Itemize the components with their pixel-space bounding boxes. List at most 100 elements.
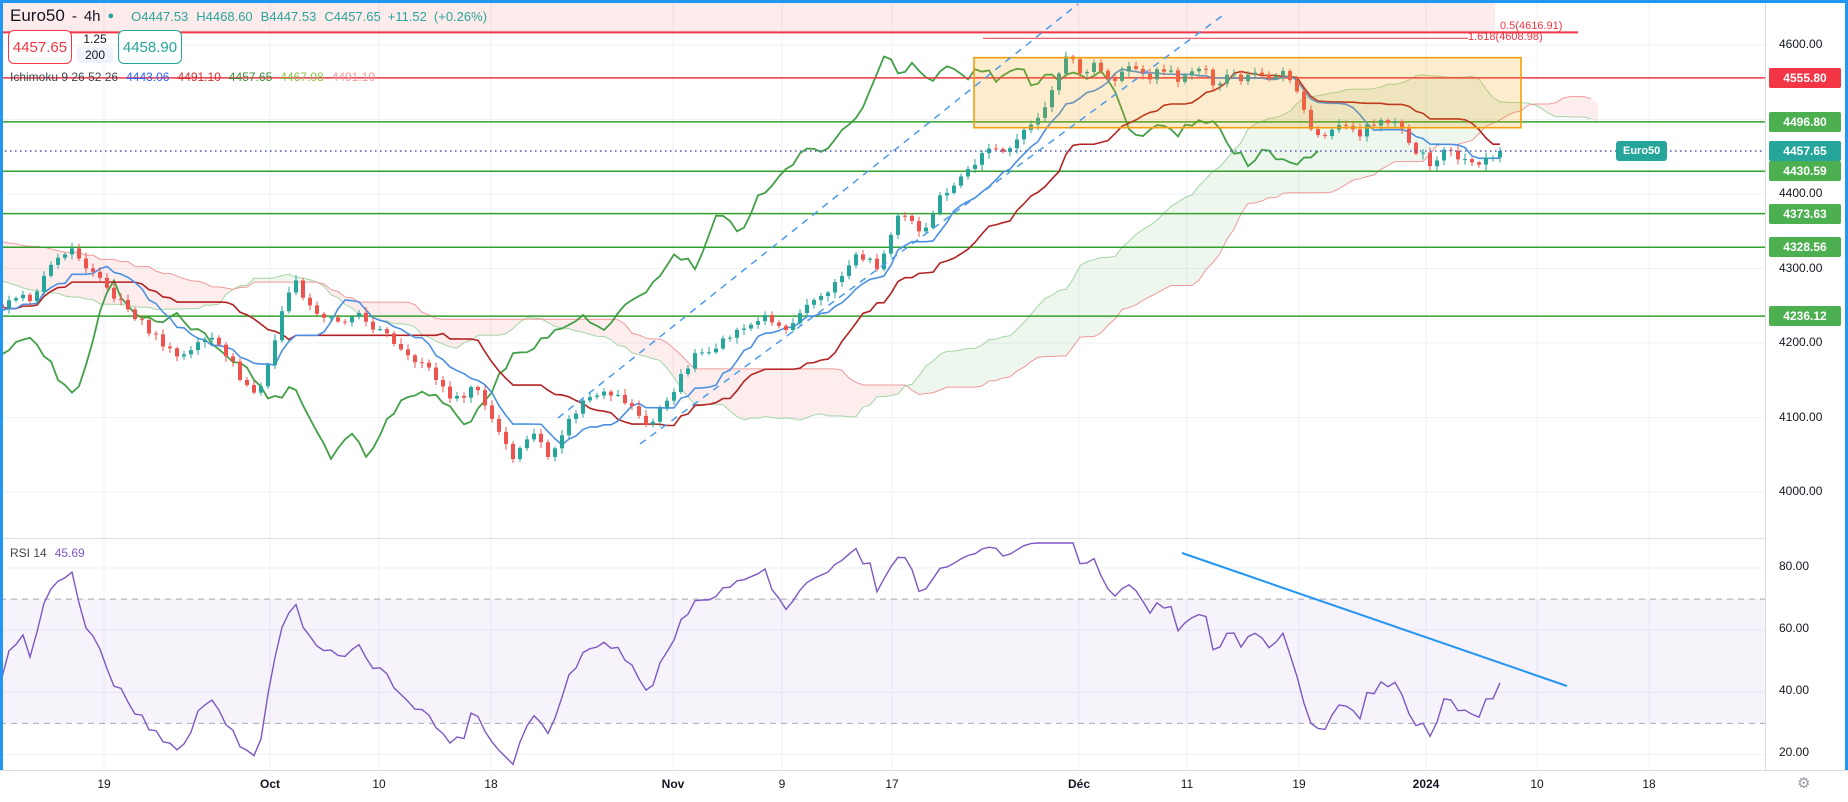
symbol-legend: Euro50 - 4h ● O4447.53 H4468.60 B4447.53 C4… xyxy=(10,6,487,26)
candle-body xyxy=(651,421,655,425)
cloud-segment xyxy=(1087,259,1094,337)
candle-body xyxy=(707,352,711,354)
cloud-segment xyxy=(1143,225,1150,301)
candle-body xyxy=(1470,159,1474,163)
price-level-badge: 4373.63 xyxy=(1769,203,1841,224)
time-tick-label: 9 xyxy=(778,777,786,791)
rsi-pane[interactable] xyxy=(0,538,1765,771)
candle-body xyxy=(161,334,165,347)
cloud-segment xyxy=(1269,117,1276,198)
cloud-segment xyxy=(1038,298,1045,358)
cloud-segment xyxy=(646,338,653,359)
candle-body xyxy=(1190,71,1194,76)
candle-body xyxy=(1064,56,1068,74)
candle-body xyxy=(1393,121,1397,124)
price-tick-label: 4600.00 xyxy=(1779,37,1823,51)
rsi-tick-label: 60.00 xyxy=(1779,621,1810,636)
cloud-segment xyxy=(1374,86,1381,175)
cloud-segment xyxy=(1584,96,1591,119)
senkou-a-line xyxy=(1,74,1592,421)
cloud-segment xyxy=(548,319,555,327)
candle-body xyxy=(154,333,158,335)
time-tick-label: 10 xyxy=(372,777,386,791)
candle-body xyxy=(630,403,634,407)
cloud-segment xyxy=(1185,195,1192,286)
candle-body xyxy=(847,265,851,277)
cloud-segment xyxy=(835,368,842,416)
cloud-segment xyxy=(667,342,674,378)
trendline-dashed[interactable] xyxy=(557,3,1079,419)
candle-body xyxy=(273,340,277,365)
cloud-segment xyxy=(716,368,723,405)
axis-settings-gear-icon[interactable]: ⚙ xyxy=(1797,775,1811,792)
cloud-segment xyxy=(618,319,625,347)
cloud-segment xyxy=(877,385,884,397)
candle-body xyxy=(539,433,543,443)
candle-body xyxy=(574,413,578,419)
fib-zone-fill[interactable] xyxy=(0,3,1495,33)
candle-body xyxy=(56,257,60,265)
fib-level-label: 1.618(4608.98) xyxy=(1468,31,1543,43)
cloud-segment xyxy=(1381,84,1388,170)
buy-button[interactable]: 4458.90 xyxy=(118,30,182,64)
cloud-segment xyxy=(1521,102,1528,111)
candle-body xyxy=(812,300,816,305)
candle-body xyxy=(252,385,256,393)
rsi-trendline[interactable] xyxy=(1181,552,1568,687)
price-tick-label: 4300.00 xyxy=(1779,260,1823,275)
cloud-segment xyxy=(2,241,9,284)
candle-body xyxy=(133,309,137,320)
cloud-segment xyxy=(1094,257,1101,337)
candle-body xyxy=(1183,75,1187,82)
cloud-segment xyxy=(506,319,513,334)
candle-body xyxy=(1302,91,1306,110)
rsi-canvas[interactable] xyxy=(0,539,1765,770)
candle-body xyxy=(658,408,662,422)
cloud-segment xyxy=(1192,185,1199,286)
candle-body xyxy=(1274,75,1278,79)
rsi-tick-label: 20.00 xyxy=(1779,745,1810,760)
candle-body xyxy=(728,337,732,339)
time-tick-label: 19 xyxy=(1292,777,1306,791)
cloud-segment xyxy=(450,319,457,349)
time-axis[interactable]: 19 Oct 10 18 Nov 9 17 Déc 11 19 2024 10 18 xyxy=(0,770,1848,802)
price-axis[interactable]: 4600.00 4400.00 4300.00 4200.00 4100.00 4000.… xyxy=(1765,0,1848,770)
quantity-field[interactable]: 200 xyxy=(77,46,113,63)
candle-body xyxy=(882,253,886,270)
candle-body xyxy=(581,400,585,414)
cloud-segment xyxy=(1213,166,1220,263)
candle-body xyxy=(532,433,536,440)
candle-body xyxy=(301,280,305,298)
ichimoku-value: 4457.65 xyxy=(228,70,273,84)
candle-body xyxy=(350,316,354,323)
cloud-segment xyxy=(758,368,765,419)
trendline-dashed[interactable] xyxy=(639,15,1223,445)
spread-label: 1.25 xyxy=(83,31,107,46)
time-tick-label: Déc xyxy=(1067,777,1091,791)
candle-body xyxy=(700,352,704,354)
timeframe-label[interactable]: 4h xyxy=(83,7,101,25)
cloud-segment xyxy=(436,318,443,345)
candle-body xyxy=(1148,73,1152,80)
cloud-segment xyxy=(121,261,128,306)
candle-body xyxy=(1267,74,1271,79)
candle-body xyxy=(1372,124,1376,126)
candle-body xyxy=(413,355,417,363)
candle-body xyxy=(1043,107,1047,118)
candle-body xyxy=(1309,109,1313,130)
candle-body xyxy=(364,312,368,322)
cloud-segment xyxy=(1122,241,1129,310)
cloud-segment xyxy=(1486,88,1493,127)
candle-body xyxy=(875,258,879,270)
cloud-segment xyxy=(184,278,191,309)
sell-button[interactable]: 4457.65 xyxy=(8,30,72,64)
cloud-segment xyxy=(933,354,940,393)
candle-body xyxy=(588,397,592,401)
candle-body xyxy=(483,390,487,406)
candle-body xyxy=(1134,66,1138,69)
cloud-segment xyxy=(828,368,835,416)
consolidation-box[interactable] xyxy=(973,56,1522,129)
main-price-pane[interactable] xyxy=(0,0,1765,538)
cloud-segment xyxy=(1157,212,1164,294)
main-chart-canvas[interactable] xyxy=(0,0,1765,538)
